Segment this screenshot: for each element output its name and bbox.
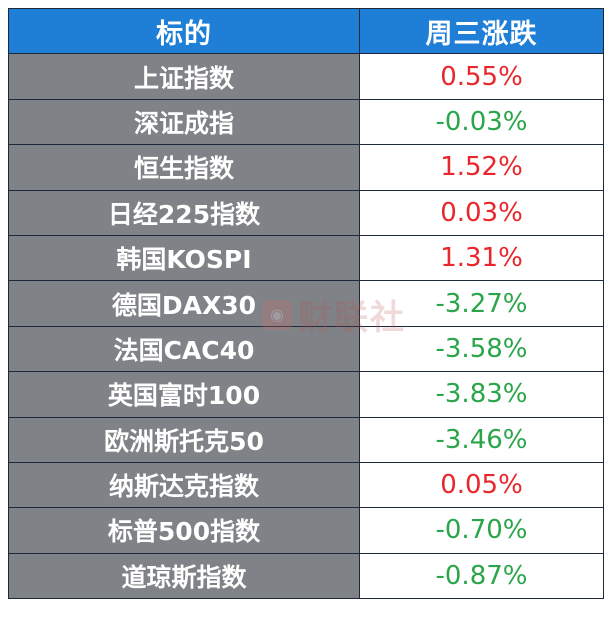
index-name: 道琼斯指数 [8,552,360,600]
index-change: -0.87% [359,552,604,600]
table-row: 恒生指数 1.52% [8,144,604,191]
index-change: 1.31% [359,234,604,282]
index-name: 韩国KOSPI [8,234,360,282]
index-change: -3.27% [359,280,604,327]
index-name: 纳斯达克指数 [8,461,360,509]
index-name: 日经225指数 [8,189,360,236]
index-name: 英国富时100 [8,371,360,418]
index-name: 欧洲斯托克50 [8,416,360,463]
header-target: 标的 [8,7,360,55]
table-row: 标普500指数 -0.70% [8,507,604,554]
index-change: -3.46% [359,416,604,463]
index-change: -0.03% [359,98,604,146]
index-name: 深证成指 [8,98,360,146]
table-row: 欧洲斯托克50 -3.46% [8,416,604,463]
index-name: 恒生指数 [8,144,360,191]
index-change: -3.58% [359,325,604,373]
table-row: 韩国KOSPI 1.31% [8,234,604,282]
index-change: 1.52% [359,144,604,191]
index-name: 标普500指数 [8,507,360,554]
index-change: -3.83% [359,371,604,418]
table-row: 法国CAC40 -3.58% [8,325,604,373]
table-row: 日经225指数 0.03% [8,189,604,236]
index-change-table: 标的 周三涨跌 上证指数 0.55% 深证成指 -0.03% 恒生指数 1.52… [8,7,604,600]
table-row: 道琼斯指数 -0.87% [8,552,604,600]
table-row: 深证成指 -0.03% [8,98,604,146]
index-change: 0.05% [359,461,604,509]
index-change: 0.03% [359,189,604,236]
index-change: 0.55% [359,53,604,100]
index-name: 上证指数 [8,53,360,100]
table-row: 德国DAX30 -3.27% [8,280,604,327]
header-wednesday-change: 周三涨跌 [359,7,604,55]
index-name: 法国CAC40 [8,325,360,373]
table-row: 英国富时100 -3.83% [8,371,604,418]
index-name: 德国DAX30 [8,280,360,327]
index-change: -0.70% [359,507,604,554]
table-header-row: 标的 周三涨跌 [8,7,604,55]
table-row: 上证指数 0.55% [8,53,604,100]
table-row: 纳斯达克指数 0.05% [8,461,604,509]
